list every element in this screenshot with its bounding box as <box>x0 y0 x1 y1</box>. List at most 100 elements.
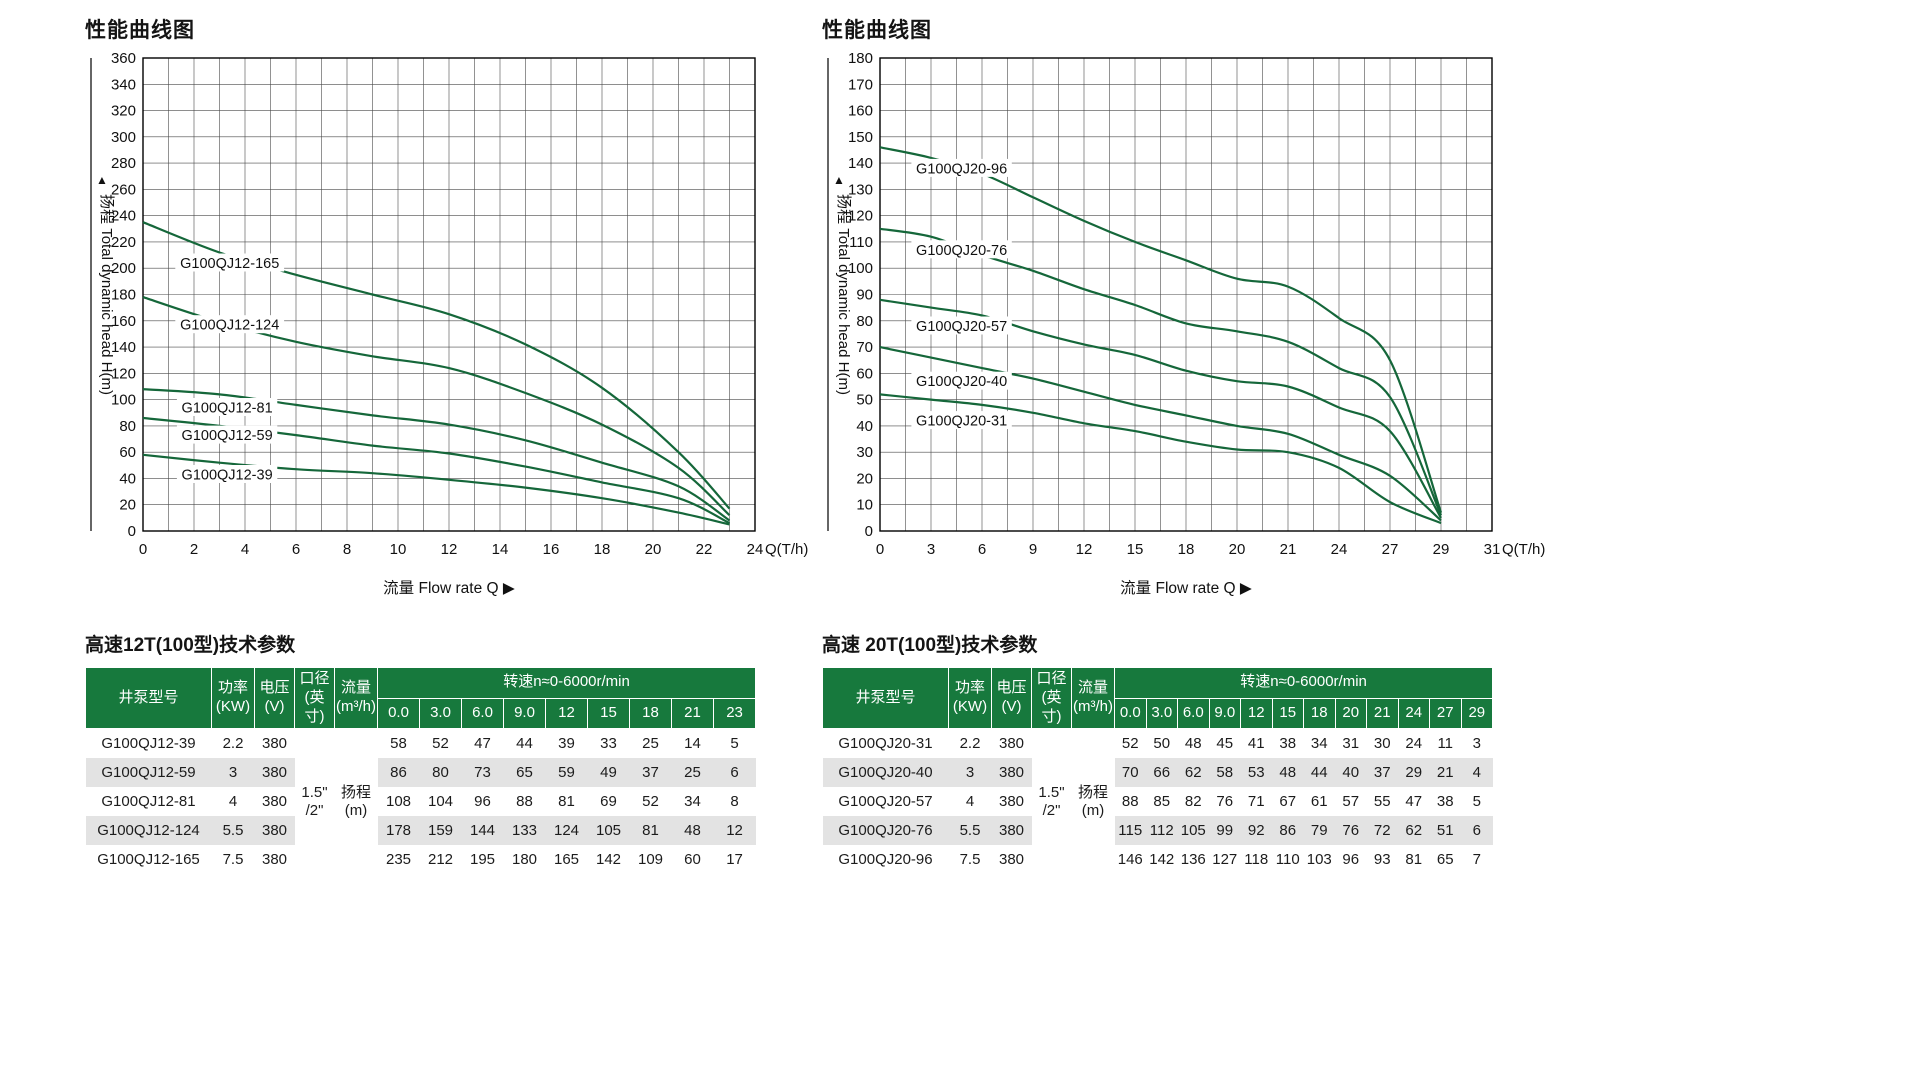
cell-head-value: 51 <box>1429 816 1461 846</box>
cell-head-value: 44 <box>516 735 533 753</box>
cell-head-value: 235 <box>385 851 412 869</box>
cell-head-value: 59 <box>545 758 588 788</box>
curve-G100QJ12-81 <box>142 388 731 522</box>
cell-head-value: 108 <box>385 793 412 811</box>
cell-model: G100QJ20-57 <box>838 793 933 811</box>
cell-head-label-merged: 扬程 (m) <box>1071 728 1115 875</box>
y-tick-label: 40 <box>856 418 873 435</box>
cell-head-value: 86 <box>1272 816 1304 846</box>
x-tick-label: 10 <box>390 541 407 558</box>
table-row: G100QJ12-165 7.5 380 235 212 195 180 165 142 109 6… <box>86 845 756 874</box>
cell-power: 4 <box>965 793 975 811</box>
cell-head-value: 44 <box>1303 758 1335 788</box>
curve-label: G100QJ20-96 <box>916 161 1007 177</box>
cell-head-value: 62 <box>1398 816 1430 846</box>
cell-head-value: 34 <box>684 793 701 811</box>
cell-head-value: 178 <box>377 816 420 846</box>
cell-head-value: 73 <box>461 758 504 788</box>
cell-head-value: 45 <box>1216 735 1234 753</box>
cell-head-value: 47 <box>1405 793 1423 811</box>
y-tick-label: 80 <box>856 313 873 330</box>
cell-head-value: 33 <box>600 735 617 753</box>
plot-border <box>142 57 756 532</box>
cell-head-value: 41 <box>1247 735 1265 753</box>
x-tick-label: 20 <box>645 541 662 558</box>
cell-head-value: 159 <box>419 816 462 846</box>
cell-head-value: 65 <box>1436 851 1454 869</box>
x-tick-label: 9 <box>1029 541 1037 558</box>
cell-head-value: 124 <box>545 816 588 846</box>
cell-head-value: 31 <box>1342 735 1360 753</box>
y-tick-label: 340 <box>111 76 136 93</box>
cell-head-value: 81 <box>629 816 672 846</box>
y-tick-label: 320 <box>111 103 136 120</box>
speed-col-header: 20 <box>1334 697 1367 730</box>
table-title-20t: 高速 20T(100型)技术参数 <box>822 635 1038 656</box>
cell-head-value: 52 <box>642 793 659 811</box>
cell-head-value: 6 <box>1461 816 1493 846</box>
y-tick-label: 280 <box>111 155 136 172</box>
cell-head-value: 58 <box>1209 758 1241 788</box>
col-header-power: 功率 (KW) <box>211 666 255 730</box>
cell-head-value: 3 <box>1472 735 1481 753</box>
curve-label: G100QJ12-39 <box>182 468 273 484</box>
y-tick-label: 60 <box>856 365 873 382</box>
speed-col-header: 6.0 <box>1177 697 1210 730</box>
cell-head-value: 69 <box>600 793 617 811</box>
cell-head-value: 133 <box>503 816 546 846</box>
x-tick-label: 4 <box>241 541 249 558</box>
y-tick-label: 80 <box>119 418 136 435</box>
x-tick-label: 16 <box>543 541 560 558</box>
cell-head-value: 52 <box>432 735 449 753</box>
cell-head-value: 47 <box>474 735 491 753</box>
cell-voltage: 380 <box>998 735 1025 753</box>
y-tick-label: 30 <box>856 444 873 461</box>
x-axis-unit: Q(T/h) <box>765 541 808 558</box>
cell-model: G100QJ12-124 <box>85 816 212 846</box>
x-tick-label: 21 <box>1280 541 1297 558</box>
x-tick-label: 12 <box>441 541 458 558</box>
curve-G100QJ12-39 <box>142 453 730 526</box>
cell-head-value: 180 <box>511 851 538 869</box>
y-tick-label: 40 <box>119 470 136 487</box>
cell-head-value: 30 <box>1373 735 1391 753</box>
cell-head-value: 165 <box>553 851 580 869</box>
y-tick-label: 130 <box>848 181 873 198</box>
y-tick-label: 100 <box>111 392 136 409</box>
cell-head-value: 105 <box>1177 816 1209 846</box>
table-row: G100QJ20-40 3 380 70 66 62 58 53 48 44 40 37 29 21 4 <box>822 758 1493 788</box>
speed-col-header: 12 <box>545 697 588 730</box>
cell-head-value: 11 <box>1437 735 1454 753</box>
curve-label: G100QJ20-57 <box>916 319 1007 335</box>
speed-col-header: 9.0 <box>503 697 546 730</box>
cell-head-value: 8 <box>730 793 739 811</box>
cell-head-value: 142 <box>595 851 622 869</box>
y-tick-label: 50 <box>856 392 873 409</box>
cell-model: G100QJ12-165 <box>97 851 200 869</box>
cell-head-value: 80 <box>419 758 462 788</box>
table-title-12t: 高速12T(100型)技术参数 <box>85 635 296 656</box>
col-header-diameter: 口径 (英寸) <box>294 666 335 730</box>
y-tick-label: 160 <box>848 103 873 120</box>
cell-head-value: 71 <box>1247 793 1265 811</box>
cell-head-value: 7 <box>1472 851 1481 869</box>
speed-col-header: 15 <box>587 697 630 730</box>
cell-head-value: 61 <box>1310 793 1328 811</box>
x-tick-label: 24 <box>747 541 764 558</box>
cell-head-value: 96 <box>1342 851 1360 869</box>
curve-label-bg <box>911 371 1012 390</box>
y-axis-arrow-icon: ▲ <box>96 173 108 187</box>
x-tick-label: 20 <box>1229 541 1246 558</box>
cell-head-value: 65 <box>503 758 546 788</box>
cell-diameter-merged: 1.5" /2" <box>294 728 335 875</box>
x-tick-label: 27 <box>1382 541 1399 558</box>
curve-label: G100QJ12-124 <box>180 318 279 334</box>
cell-voltage: 380 <box>991 816 1032 846</box>
curve-label: G100QJ20-31 <box>916 414 1007 430</box>
cell-model: G100QJ12-81 <box>101 793 196 811</box>
cell-head-value: 79 <box>1303 816 1335 846</box>
table-subheader-row: 0.0 3.0 6.0 9.0 12 15 18 21 23 <box>86 697 757 730</box>
speed-col-header: 23 <box>712 697 757 730</box>
cell-head-value: 5 <box>730 735 739 753</box>
table-header-row: 井泵型号 功率 (KW) 电压 (V) 口径 (英寸) 流量 (m³/h) 转速n≈0-6… <box>85 666 757 730</box>
